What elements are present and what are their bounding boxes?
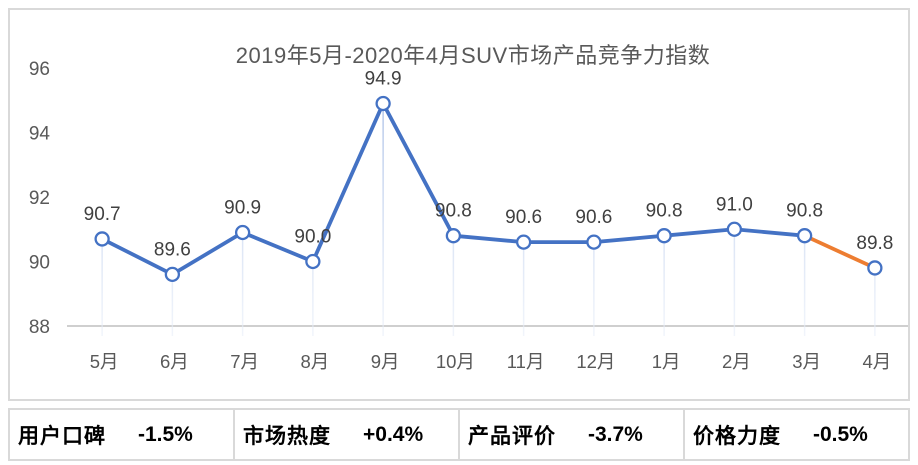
data-point-label: 91.0 <box>716 194 753 215</box>
chart-panel: 2019年5月-2020年4月SUV市场产品竞争力指数 88 90 92 94 96 5月… <box>8 8 910 401</box>
data-point-marker[interactable] <box>445 228 462 244</box>
x-axis-tick-label: 5月 <box>90 351 119 372</box>
data-point-marker[interactable] <box>234 224 251 241</box>
stat-value: +0.4% <box>363 422 424 446</box>
y-axis-tick-label: 94 <box>29 124 51 145</box>
stat-cell-product-rating: 产品评价 -3.7% <box>460 410 685 459</box>
line-chart: 88 90 92 94 96 5月 6月 7月 8月 9月 10月 11月 12月 1月 2月 3月 4月 90.… <box>29 59 908 372</box>
data-point-marker[interactable] <box>656 228 672 244</box>
data-point-label: 90.0 <box>294 227 331 248</box>
data-point-marker[interactable] <box>164 266 181 283</box>
data-point-label: 90.9 <box>224 197 261 218</box>
data-point-label: 94.9 <box>365 68 402 89</box>
data-point-marker[interactable] <box>586 234 602 250</box>
x-axis-tick-label: 6月 <box>160 351 189 372</box>
data-point-marker[interactable] <box>796 228 813 244</box>
stat-label: 价格力度 <box>693 424 781 448</box>
x-axis-tick-label: 8月 <box>300 351 329 372</box>
data-point-marker[interactable] <box>305 253 321 270</box>
data-point-label: 90.6 <box>575 207 612 228</box>
data-point-label: 90.8 <box>435 201 472 222</box>
x-axis-tick-label: 10月 <box>436 351 475 372</box>
x-axis-tick-label: 4月 <box>862 351 891 372</box>
data-point-marker[interactable] <box>375 95 391 112</box>
data-point-marker[interactable] <box>94 231 110 247</box>
data-point-label: 90.8 <box>646 201 683 222</box>
y-axis-tick-label: 96 <box>29 59 50 80</box>
x-axis-tick-label: 1月 <box>652 351 681 372</box>
data-point-label: 89.6 <box>154 239 191 260</box>
x-axis-tick-label: 3月 <box>792 351 821 372</box>
y-axis-tick-label: 88 <box>29 317 50 338</box>
stats-bar: 用户口碑 -1.5% 市场热度 +0.4% 产品评价 -3.7% 价格力度 -0… <box>8 408 910 461</box>
stat-value: -3.7% <box>588 422 643 446</box>
stat-cell-user-reputation: 用户口碑 -1.5% <box>10 410 235 459</box>
stat-label: 市场热度 <box>243 424 331 448</box>
x-axis-tick-label: 9月 <box>371 351 400 372</box>
data-point-marker[interactable] <box>867 260 883 276</box>
x-axis-tick-label: 7月 <box>230 351 259 372</box>
data-point-label: 90.6 <box>505 207 542 228</box>
chart-title: 2019年5月-2020年4月SUV市场产品竞争力指数 <box>235 43 711 68</box>
stat-value: -1.5% <box>138 422 193 446</box>
stat-value: -0.5% <box>813 422 868 446</box>
y-axis-tick-label: 90 <box>29 253 50 274</box>
stat-cell-market-heat: 市场热度 +0.4% <box>235 410 460 459</box>
series-line-highlight-segment <box>802 233 877 270</box>
x-axis-tick-label: 2月 <box>722 351 751 372</box>
stat-label: 用户口碑 <box>18 424 106 448</box>
stat-cell-price-strength: 价格力度 -0.5% <box>685 410 908 459</box>
data-point-label: 89.8 <box>856 233 893 254</box>
stat-label: 产品评价 <box>468 424 556 448</box>
x-axis-tick-label: 12月 <box>576 351 615 372</box>
data-point-label: 90.8 <box>786 201 823 222</box>
y-axis-tick-label: 92 <box>29 188 50 209</box>
data-point-marker[interactable] <box>515 234 532 250</box>
x-axis-tick-label: 11月 <box>507 351 545 372</box>
data-point-label: 90.7 <box>84 204 121 225</box>
data-point-marker[interactable] <box>726 221 743 237</box>
